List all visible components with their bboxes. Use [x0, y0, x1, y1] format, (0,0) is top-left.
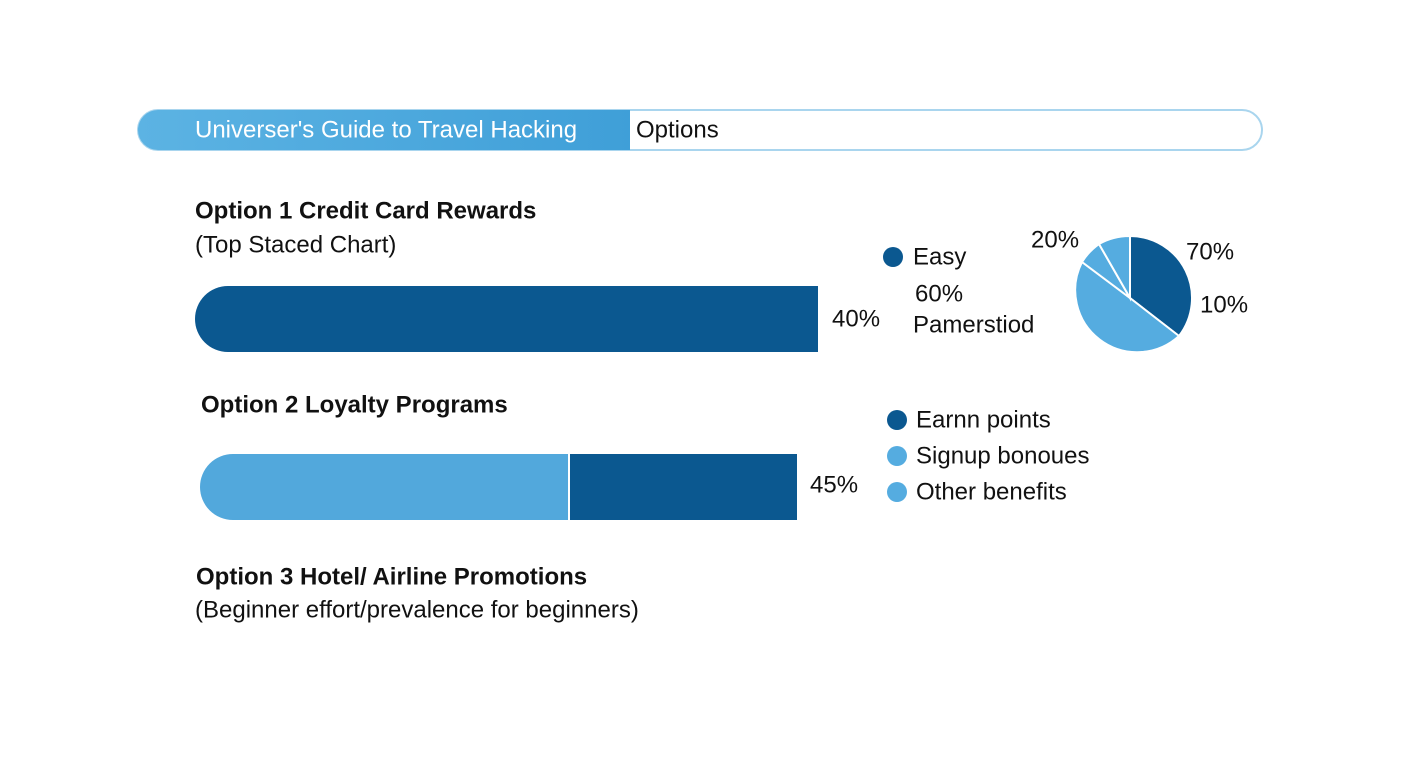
option-title: Option 1 Credit Card Rewards: [195, 197, 536, 224]
bar-segment: [200, 454, 568, 520]
legend-note: Pamerstiod: [913, 311, 1034, 338]
option-subtitle: (Beginner effort/prevalence for beginner…: [195, 596, 639, 623]
legend-label: Signup bonoues: [916, 442, 1089, 469]
header-fill: [138, 110, 630, 150]
bar-label: 40%: [832, 305, 880, 332]
bar-segment: [570, 454, 797, 520]
legend-dot: [887, 446, 907, 466]
pie-slice: [1097, 234, 1131, 302]
legend-dot: [887, 410, 907, 430]
option-title: Option 3 Hotel/ Airline Promotions: [196, 563, 587, 590]
header-tab: Options: [636, 116, 719, 143]
legend-dot: [883, 247, 903, 267]
pie-label: 70%: [1186, 238, 1234, 265]
bar: [195, 286, 818, 352]
legend-value: 60%: [915, 280, 963, 307]
option-subtitle: (Top Staced Chart): [195, 231, 396, 258]
option-title: Option 2 Loyalty Programs: [201, 391, 508, 418]
pie-slice: [1129, 234, 1193, 338]
pie-label: 20%: [1031, 226, 1079, 253]
legend-dot: [887, 482, 907, 502]
legend-label: Other benefits: [916, 478, 1067, 505]
bar-label: 45%: [810, 471, 858, 498]
header-title: Universer's Guide to Travel Hacking: [195, 116, 577, 143]
pie-label: 10%: [1200, 291, 1248, 318]
legend-label: Easy: [913, 243, 966, 270]
legend-label: Earnn points: [916, 406, 1051, 433]
pie: [1074, 234, 1193, 354]
pie-slice: [1074, 260, 1181, 354]
